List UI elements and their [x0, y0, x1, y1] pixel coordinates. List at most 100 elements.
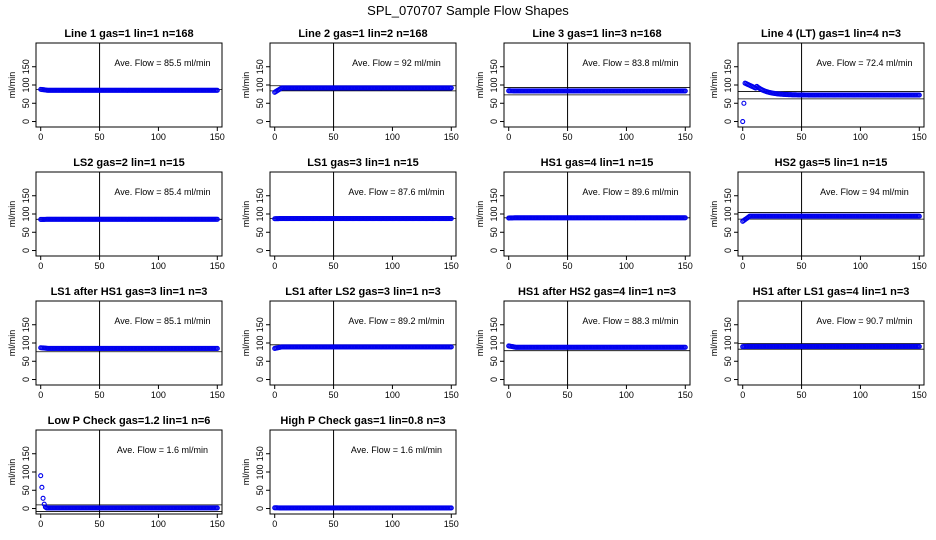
x-tick-label: 50 [329, 390, 339, 400]
plot-frame [35, 42, 223, 128]
y-tick-label: 0 [21, 119, 31, 124]
y-tick-label: 150 [489, 317, 499, 332]
y-axis-label: ml/min [7, 459, 17, 486]
y-tick-label: 0 [21, 377, 31, 382]
panel: Low P Check gas=1.2 lin=1 n=6 0 50 100 150 0 5… [7, 415, 225, 529]
panel-title: HS1 after HS2 gas=4 lin=1 n=3 [518, 286, 676, 298]
panel-title: Line 2 gas=1 lin=2 n=168 [298, 28, 427, 40]
y-tick-label: 100 [255, 77, 265, 92]
panel-title: HS2 gas=5 lin=1 n=15 [775, 157, 888, 169]
data-point [682, 215, 688, 221]
x-tick-label: 100 [619, 390, 634, 400]
panel-title: HS1 gas=4 lin=1 n=15 [541, 157, 654, 169]
x-tick-label: 150 [912, 132, 927, 142]
y-tick-label: 50 [489, 227, 499, 237]
y-tick-label: 0 [21, 248, 31, 253]
plot-frame [269, 42, 457, 128]
y-tick-label: 50 [21, 227, 31, 237]
data-point [214, 345, 220, 351]
panel: LS2 gas=2 lin=1 n=15 0 50 100 150 0 50 100 150 ml… [7, 157, 225, 271]
x-tick-label: 150 [912, 261, 927, 271]
y-tick-label: 0 [489, 248, 499, 253]
panel-title: Line 4 (LT) gas=1 lin=4 n=3 [761, 28, 901, 40]
panel: LS1 after HS1 gas=3 lin=1 n=3 0 50 100 150 0 5… [7, 286, 225, 400]
x-tick-label: 100 [619, 261, 634, 271]
y-tick-label: 50 [489, 356, 499, 366]
ave-flow-annotation: Ave. Flow = 89.2 ml/min [348, 316, 444, 326]
x-tick-label: 150 [210, 519, 225, 529]
panel: LS1 after LS2 gas=3 lin=1 n=3 0 50 100 150 0 5… [241, 286, 459, 400]
x-tick-label: 150 [444, 519, 459, 529]
panel: High P Check gas=1 lin=0.8 n=3 0 50 100 150 0… [241, 415, 459, 529]
y-axis-label: ml/min [241, 201, 251, 228]
main-title: SPL_070707 Sample Flow Shapes [367, 3, 569, 18]
panel: Line 1 gas=1 lin=1 n=168 0 50 100 150 0 50 100 1… [7, 28, 225, 142]
y-tick-label: 50 [255, 98, 265, 108]
ave-flow-annotation: Ave. Flow = 83.8 ml/min [582, 58, 678, 68]
data-point [448, 85, 454, 91]
ave-flow-annotation: Ave. Flow = 85.1 ml/min [114, 316, 210, 326]
x-tick-label: 0 [38, 390, 43, 400]
panel-title: LS1 gas=3 lin=1 n=15 [307, 157, 419, 169]
y-axis-label: ml/min [7, 72, 17, 99]
x-tick-label: 0 [38, 519, 43, 529]
x-tick-label: 150 [444, 132, 459, 142]
x-tick-label: 0 [740, 132, 745, 142]
x-tick-label: 50 [95, 519, 105, 529]
data-point [916, 343, 922, 349]
y-axis-label: ml/min [241, 72, 251, 99]
panel-title: Low P Check gas=1.2 lin=1 n=6 [48, 415, 211, 427]
panel-title: HS1 after LS1 gas=4 lin=1 n=3 [753, 286, 910, 298]
y-tick-label: 50 [255, 356, 265, 366]
y-axis-label: ml/min [475, 201, 485, 228]
x-tick-label: 100 [385, 132, 400, 142]
data-point [916, 92, 922, 98]
panel: Line 2 gas=1 lin=2 n=168 0 50 100 150 0 50 100 1… [241, 28, 459, 142]
x-tick-label: 50 [797, 132, 807, 142]
plot-frame [269, 300, 457, 386]
y-tick-label: 100 [723, 335, 733, 350]
y-tick-label: 0 [21, 506, 31, 511]
x-tick-label: 50 [563, 132, 573, 142]
plot-frame [35, 429, 223, 515]
y-tick-label: 100 [723, 206, 733, 221]
x-tick-label: 50 [797, 390, 807, 400]
data-point [448, 215, 454, 222]
ave-flow-annotation: Ave. Flow = 1.6 ml/min [117, 445, 208, 455]
y-tick-label: 100 [255, 206, 265, 221]
panel: HS1 gas=4 lin=1 n=15 0 50 100 150 0 50 100 150 ml… [475, 157, 693, 271]
panel-title: Line 1 gas=1 lin=1 n=168 [64, 28, 193, 40]
y-tick-label: 0 [723, 119, 733, 124]
data-point [214, 216, 220, 222]
y-axis-label: ml/min [709, 330, 719, 357]
y-tick-label: 100 [489, 77, 499, 92]
panel: LS1 gas=3 lin=1 n=15 0 50 100 150 0 50 100 150 ml… [241, 157, 459, 271]
panel-title: High P Check gas=1 lin=0.8 n=3 [280, 415, 445, 427]
panel: Line 3 gas=1 lin=3 n=168 0 50 100 150 0 50 100 1… [475, 28, 693, 142]
x-tick-label: 100 [853, 390, 868, 400]
y-tick-label: 0 [255, 377, 265, 382]
y-tick-label: 0 [489, 119, 499, 124]
x-tick-label: 100 [853, 261, 868, 271]
y-tick-label: 100 [255, 464, 265, 479]
x-tick-label: 50 [329, 261, 339, 271]
x-tick-label: 150 [678, 390, 693, 400]
y-tick-label: 150 [255, 446, 265, 461]
y-tick-label: 50 [21, 485, 31, 495]
y-tick-label: 100 [723, 77, 733, 92]
x-tick-label: 50 [329, 132, 339, 142]
data-point [682, 88, 688, 94]
x-tick-label: 0 [272, 519, 277, 529]
data-point [39, 484, 45, 490]
panel: HS2 gas=5 lin=1 n=15 0 50 100 150 0 50 100 150 ml… [709, 157, 927, 271]
y-axis-label: ml/min [709, 201, 719, 228]
panel-title: LS1 after HS1 gas=3 lin=1 n=3 [51, 286, 208, 298]
y-tick-label: 0 [255, 119, 265, 124]
x-tick-label: 0 [740, 390, 745, 400]
y-tick-label: 50 [723, 227, 733, 237]
y-tick-label: 0 [255, 506, 265, 511]
plot-frame [503, 42, 691, 128]
x-tick-label: 50 [563, 261, 573, 271]
y-tick-label: 100 [489, 335, 499, 350]
x-tick-label: 100 [619, 132, 634, 142]
